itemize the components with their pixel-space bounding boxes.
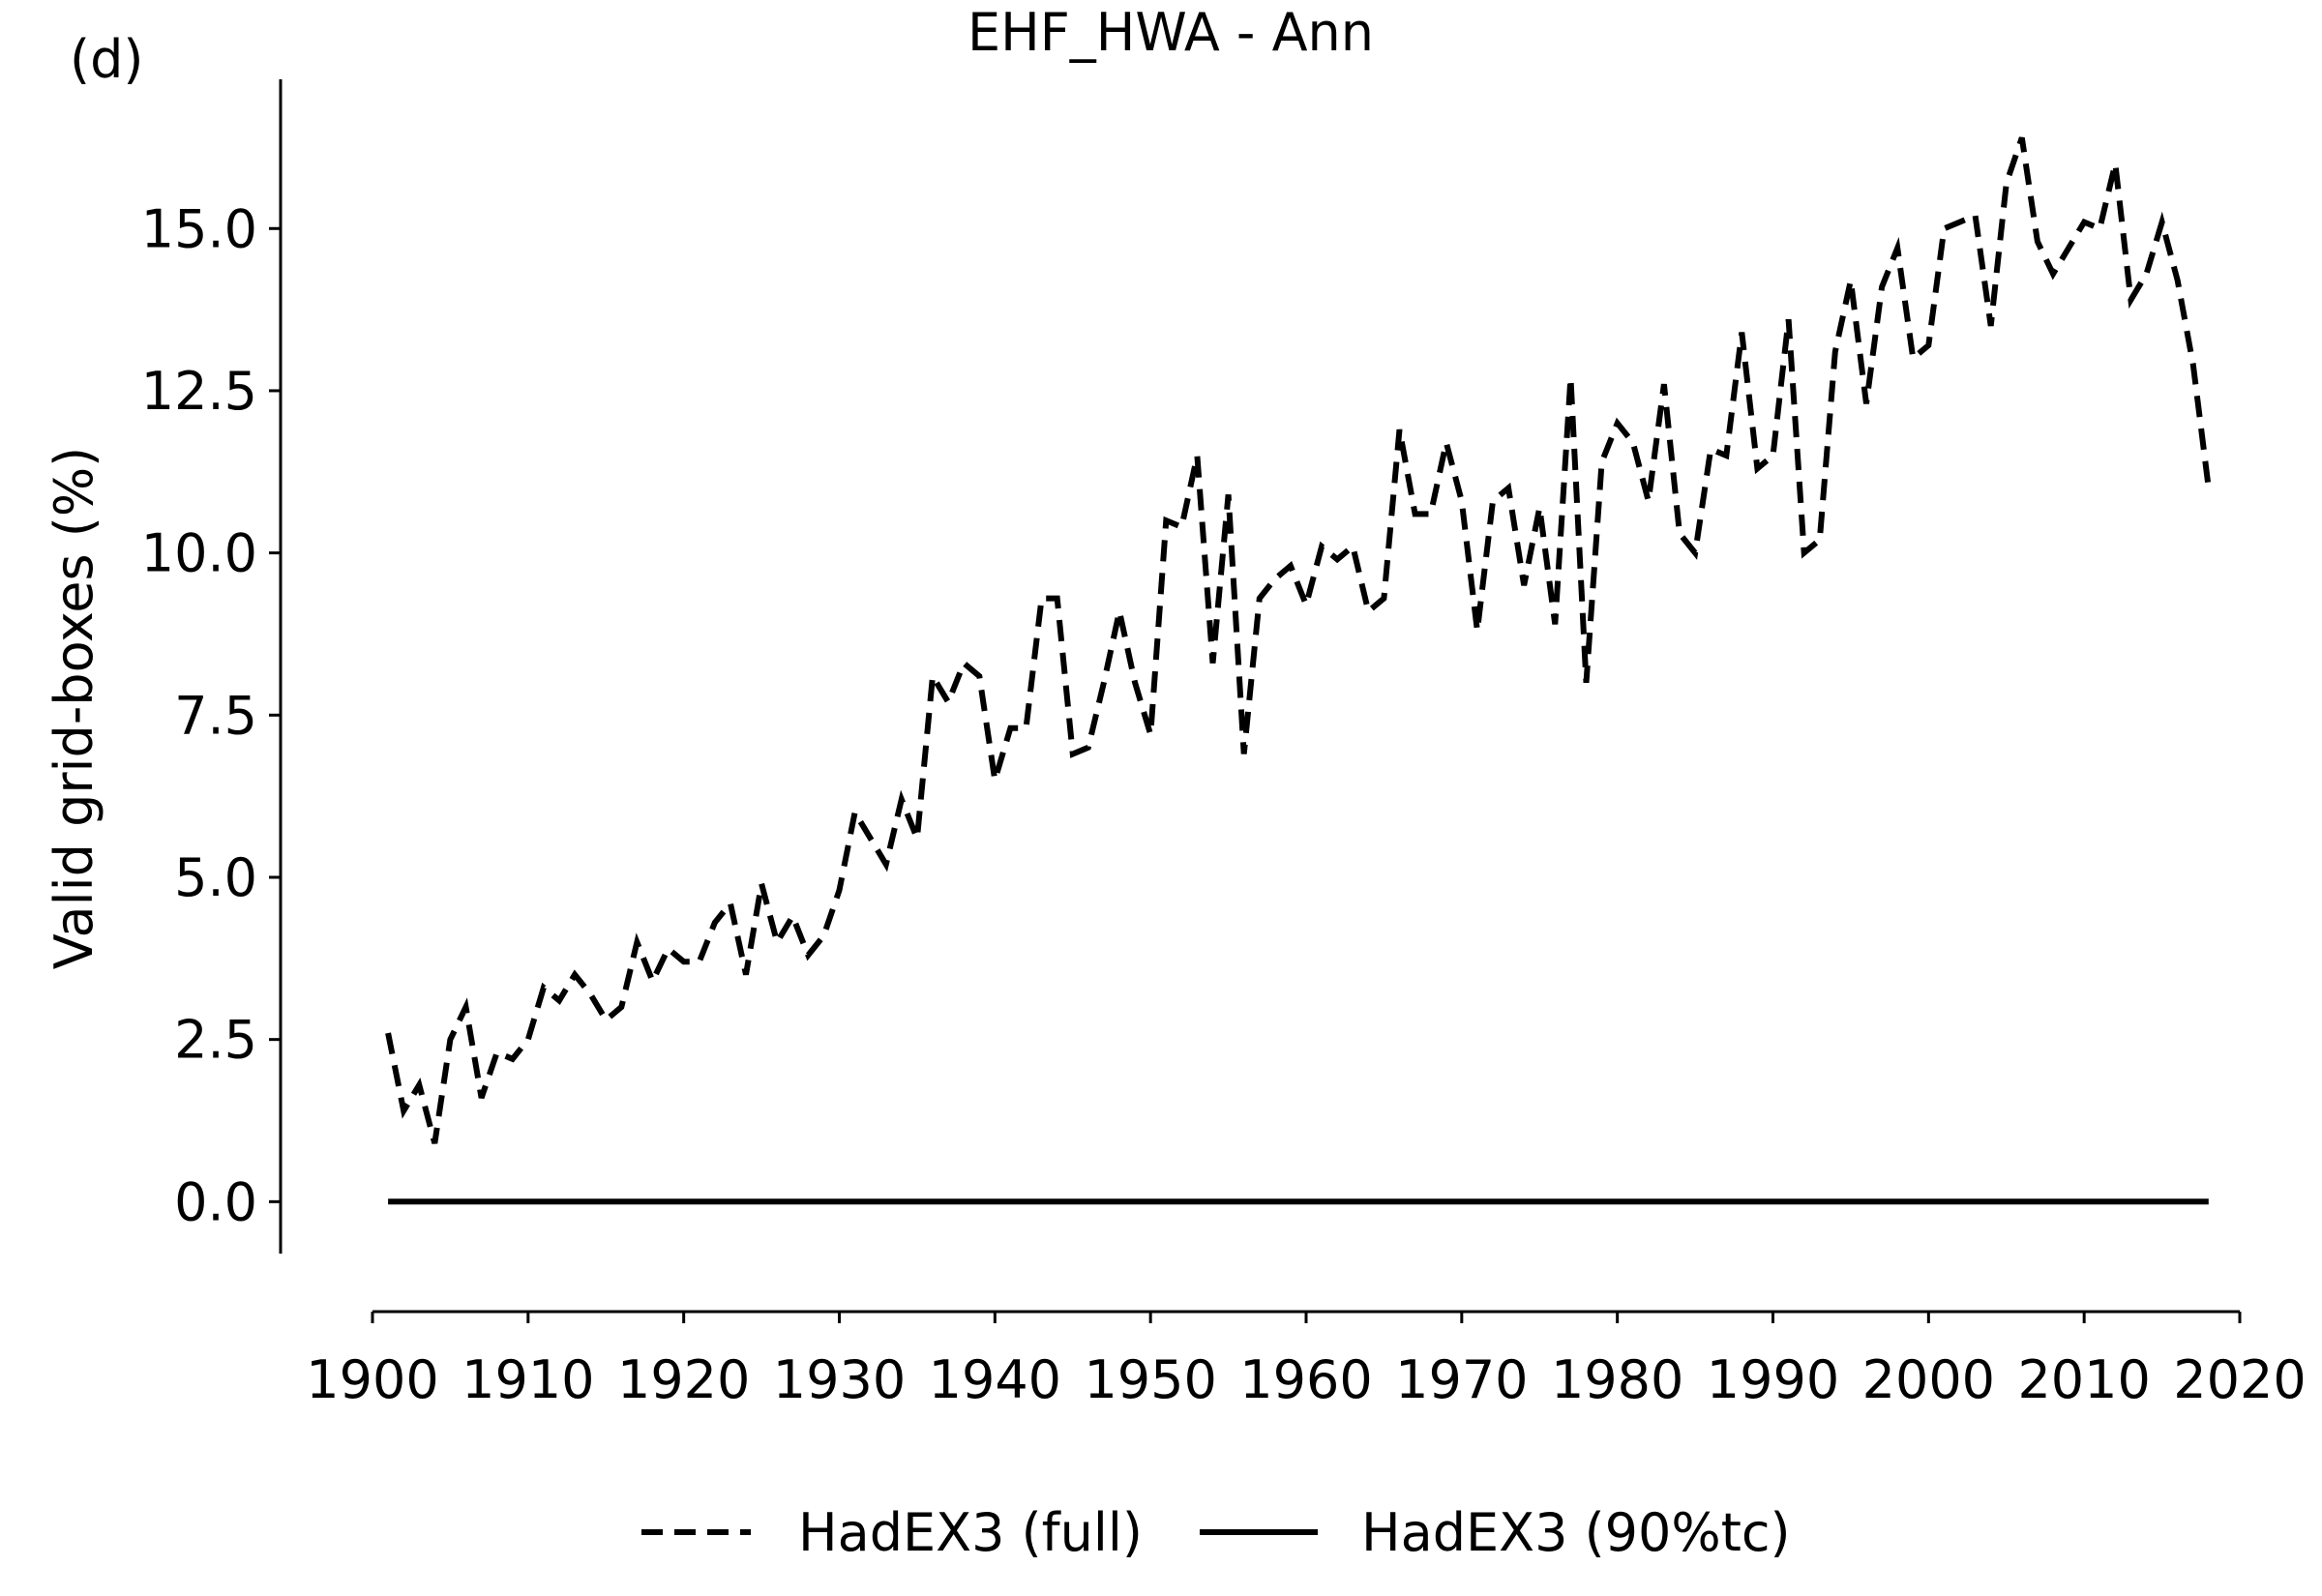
y-tick-label: 12.5	[141, 361, 257, 422]
y-tick-label: 2.5	[174, 1010, 257, 1071]
chart-title: EHF_HWA - Ann	[968, 2, 1374, 63]
x-tick-label: 1940	[929, 1349, 1061, 1410]
x-tick-label: 1990	[1707, 1349, 1839, 1410]
legend: HadEX3 (full) HadEX3 (90%tc)	[641, 1502, 1791, 1563]
x-tick-label: 2010	[2017, 1349, 2150, 1410]
y-tick-label: 15.0	[141, 198, 257, 259]
y-tick-label: 7.5	[174, 685, 257, 746]
x-tick-label: 1980	[1551, 1349, 1683, 1410]
y-ticks: 0.0 2.5 5.0 7.5 10.0 12.5 15.0	[141, 198, 281, 1232]
x-ticks: 1900 1910 1920 1930 1940 1950 1960 1970 1980 1990…	[306, 1312, 2307, 1410]
x-tick-label: 1910	[461, 1349, 594, 1410]
legend-label-90tc: HadEX3 (90%tc)	[1361, 1502, 1791, 1563]
y-axis-label: Valid grid-boxes (%)	[44, 447, 104, 969]
x-tick-label: 1960	[1239, 1349, 1372, 1410]
y-tick-label: 0.0	[174, 1171, 257, 1232]
x-tick-label: 1900	[306, 1349, 438, 1410]
series-layer	[385, 136, 2212, 1205]
x-tick-label: 1930	[773, 1349, 906, 1410]
x-tick-label: 1970	[1395, 1349, 1528, 1410]
series-line-full	[385, 136, 2212, 1144]
x-tick-label: 1950	[1084, 1349, 1216, 1410]
panel-label: (d)	[70, 29, 143, 90]
x-tick-label: 1920	[617, 1349, 750, 1410]
y-tick-label: 10.0	[141, 523, 257, 584]
legend-label-full: HadEX3 (full)	[798, 1502, 1143, 1563]
y-tick-label: 5.0	[174, 847, 257, 908]
x-tick-label: 2020	[2173, 1349, 2306, 1410]
x-tick-label: 2000	[1862, 1349, 1995, 1410]
